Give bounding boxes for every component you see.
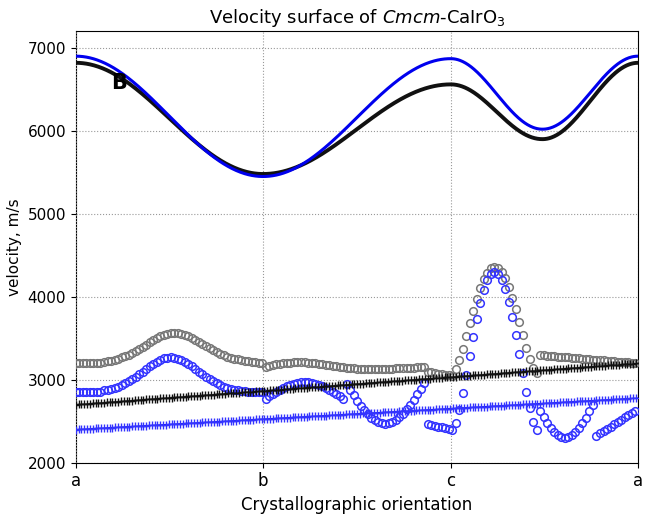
X-axis label: Crystallographic orientation: Crystallographic orientation (241, 496, 473, 514)
Title: Velocity surface of $\mathit{Cmcm}$-CaIrO$_3$: Velocity surface of $\mathit{Cmcm}$-CaIr… (209, 7, 505, 29)
Text: B: B (111, 73, 127, 93)
Y-axis label: velocity, m/s: velocity, m/s (7, 198, 22, 296)
